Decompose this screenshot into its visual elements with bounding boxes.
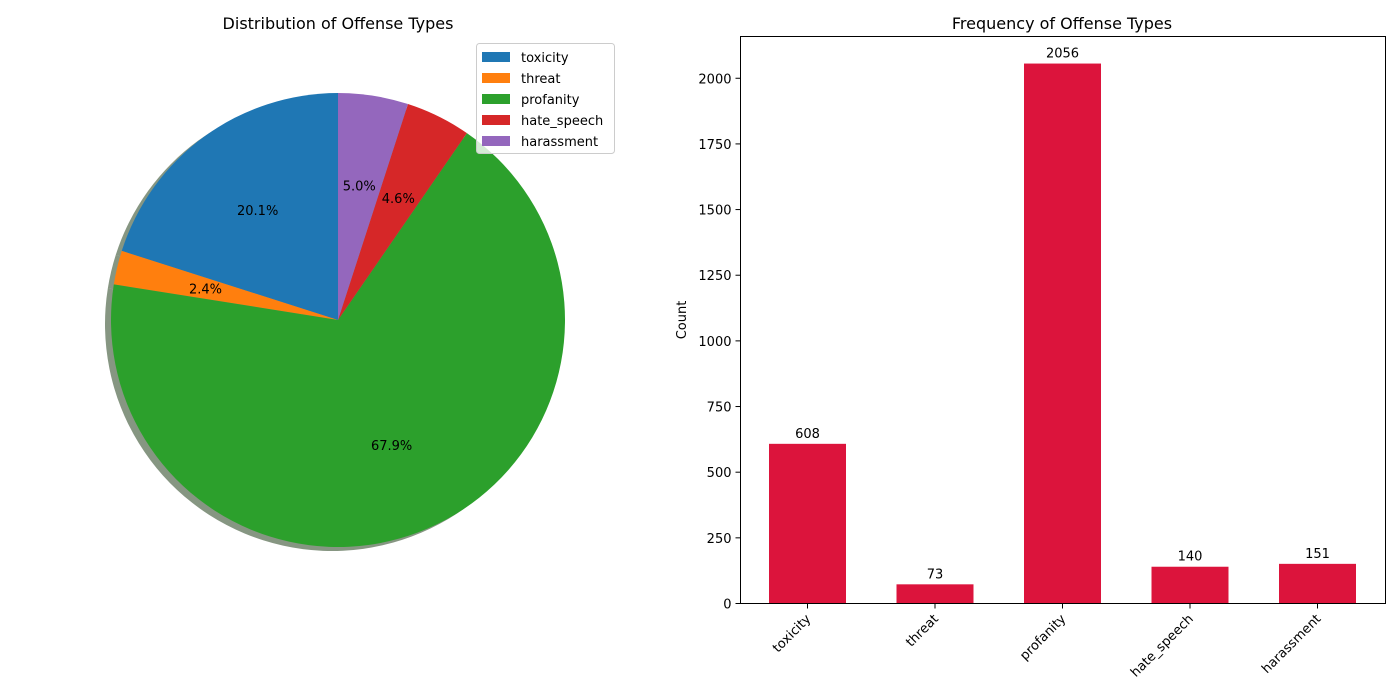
y-axis-ticks: 0 250 500 750 1000 1250 1500 1750 2000 (698, 72, 741, 613)
y-tick-label-1750: 1750 (698, 138, 731, 153)
y-tick-label-1000: 1000 (698, 335, 731, 350)
y-axis-label: Count (675, 301, 690, 340)
pie-percent-label-threat: 2.4% (189, 282, 222, 297)
y-tick-label-750: 750 (707, 401, 732, 416)
pie-slice-profanity (111, 133, 565, 547)
bar-value-label-harassment: 151 (1305, 547, 1330, 562)
legend-label-harassment: harassment (521, 135, 598, 150)
legend-label-toxicity: toxicity (521, 51, 569, 66)
pie-slice-toxicity (121, 93, 338, 320)
pie-legend: toxicity threat profanity hate_speechharass… (476, 43, 615, 154)
pie-title: Distribution of Offense Types (223, 14, 454, 33)
x-axis-ticks: toxicity threat profanity hate_speech harass… (770, 603, 1324, 681)
pie-percent-label-harassment: 5.0% (343, 179, 376, 194)
legend-label-threat: threat (521, 72, 560, 87)
plot-frame (740, 36, 1386, 604)
legend-swatch-threat (482, 73, 510, 83)
legend-label-hate-speech: hate_speech (521, 114, 603, 129)
bar-value-label-toxicity: 608 (795, 427, 820, 442)
bar-threat (896, 584, 974, 604)
bar-value-labels: 608 73 2056 140 151 (795, 47, 1330, 583)
legend-swatch-profanity (482, 94, 510, 104)
bar-profanity (1024, 63, 1101, 604)
pie-slice-threat (113, 250, 338, 320)
pie-slice-hate-speech (338, 104, 467, 320)
y-tick-label-1500: 1500 (698, 204, 731, 219)
bar-harassment (1279, 563, 1356, 604)
pie-chart: Distribution of Offense Types 20.1% 2.4% 6… (104, 14, 615, 551)
y-tick-label-500: 500 (707, 466, 732, 481)
legend-swatch-harassment (482, 136, 510, 146)
bar-hate-speech (1151, 566, 1229, 604)
legend-box (476, 43, 615, 154)
x-tick-label-threat: threat (903, 612, 942, 651)
pie-percent-label-profanity: 67.9% (371, 439, 412, 454)
bar-toxicity (769, 443, 846, 604)
pie-slices (111, 93, 565, 547)
pie-percent-label-toxicity: 20.1% (237, 204, 278, 219)
bar-title: Frequency of Offense Types (952, 14, 1172, 33)
pie-slice-harassment (338, 93, 408, 320)
x-tick-label-toxicity: toxicity (770, 612, 814, 656)
x-tick-label-harassment: harassment (1259, 612, 1324, 677)
bar-chart: Frequency of Offense Types Count 608 73 20… (675, 14, 1386, 680)
pie-labels: 20.1% 2.4% 67.9% 4.6% 5.0% (189, 179, 415, 454)
bars (769, 63, 1356, 604)
bar-value-label-hate-speech: 140 (1178, 550, 1203, 565)
legend-swatch-hate-speech (482, 115, 510, 125)
x-tick-label-profanity: profanity (1017, 612, 1069, 664)
y-tick-label-2000: 2000 (698, 72, 731, 87)
y-tick-label-0: 0 (723, 598, 731, 613)
y-tick-label-250: 250 (707, 532, 732, 547)
legend-label-profanity: profanity (521, 93, 580, 108)
y-tick-label-1250: 1250 (698, 269, 731, 284)
bar-value-label-threat: 73 (927, 567, 944, 582)
pie-percent-label-hate-speech: 4.6% (382, 192, 415, 207)
x-tick-label-hate-speech: hate_speech (1128, 612, 1197, 681)
bar-value-label-profanity: 2056 (1046, 47, 1079, 62)
legend-swatch-toxicity (482, 52, 510, 62)
